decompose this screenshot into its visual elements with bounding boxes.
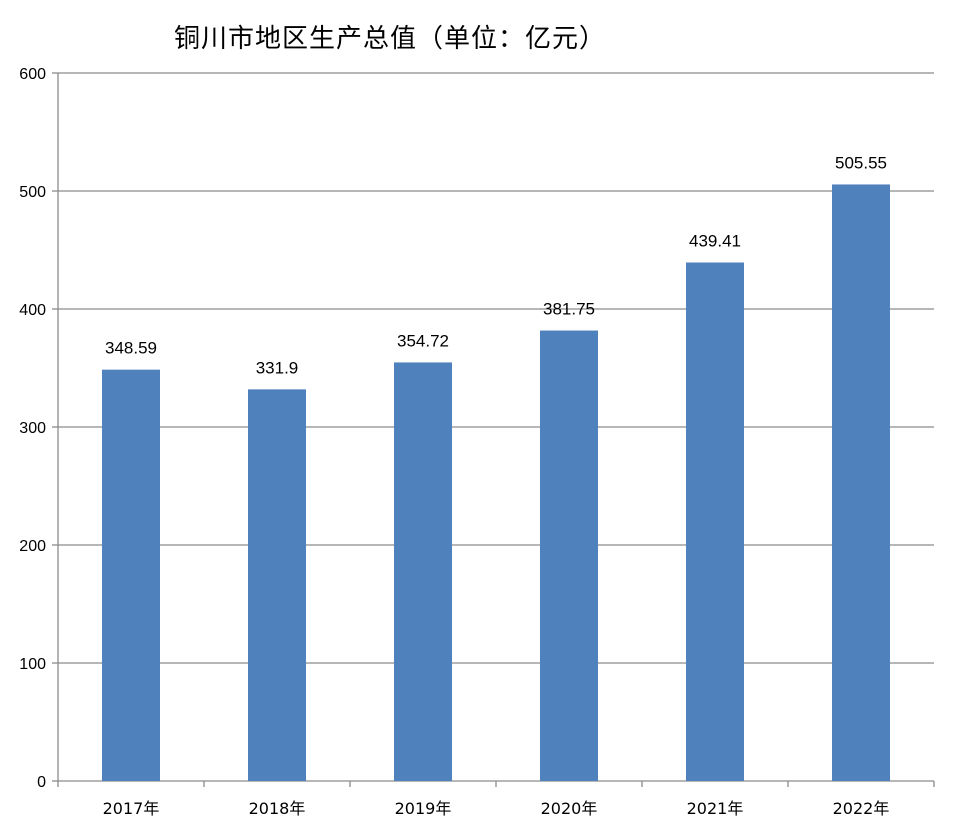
x-tick-label-0: 2017年 — [103, 799, 160, 818]
data-label-3: 381.75 — [543, 300, 595, 319]
y-tick-label: 500 — [19, 184, 46, 201]
x-tick-label-4: 2021年 — [687, 799, 744, 818]
axes — [52, 72, 935, 787]
bar-5 — [832, 184, 890, 782]
bar-2 — [394, 362, 452, 781]
x-tick-label-3: 2020年 — [541, 799, 598, 818]
data-label-0: 348.59 — [105, 339, 157, 358]
bar-1 — [248, 389, 306, 781]
data-label-2: 354.72 — [397, 331, 449, 350]
chart-title: 铜川市地区生产总值（单位：亿元） — [173, 24, 606, 54]
y-tick-label: 0 — [37, 774, 46, 791]
gridlines — [58, 72, 934, 664]
y-axis-ticks: 0 100 200 300 400 500 600 — [19, 66, 46, 791]
data-labels: 348.59 331.9 354.72 381.75 439.41 505.55 — [105, 153, 887, 377]
data-label-5: 505.55 — [835, 153, 887, 172]
y-tick-label: 100 — [19, 656, 46, 673]
bar-0 — [102, 369, 160, 781]
bar-4 — [686, 262, 744, 781]
y-tick-label: 600 — [19, 66, 46, 83]
y-tick-label: 200 — [19, 538, 46, 555]
x-tick-label-5: 2022年 — [833, 799, 890, 818]
x-axis-ticks: 2017年 2018年 2019年 2020年 2021年 2022年 — [103, 799, 890, 818]
data-label-4: 439.41 — [689, 231, 741, 250]
data-label-1: 331.9 — [256, 358, 299, 377]
x-tick-label-2: 2019年 — [395, 799, 452, 818]
bar-3 — [540, 330, 598, 781]
x-tick-label-1: 2018年 — [249, 799, 306, 818]
y-tick-label: 300 — [19, 420, 46, 437]
bars — [102, 184, 890, 782]
y-tick-label: 400 — [19, 302, 46, 319]
